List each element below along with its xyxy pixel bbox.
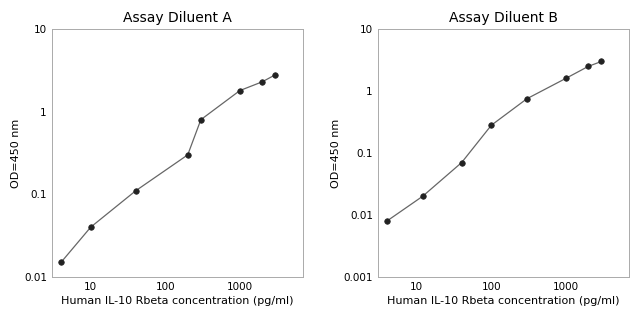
X-axis label: Human IL-10 Rbeta concentration (pg/ml): Human IL-10 Rbeta concentration (pg/ml) [61, 296, 294, 306]
Y-axis label: OD=450 nm: OD=450 nm [331, 118, 340, 188]
X-axis label: Human IL-10 Rbeta concentration (pg/ml): Human IL-10 Rbeta concentration (pg/ml) [387, 296, 620, 306]
Y-axis label: OD=450 nm: OD=450 nm [11, 118, 21, 188]
Title: Assay Diluent A: Assay Diluent A [123, 11, 232, 25]
Title: Assay Diluent B: Assay Diluent B [449, 11, 558, 25]
